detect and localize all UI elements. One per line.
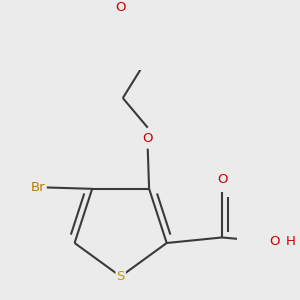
Text: H: H: [286, 235, 296, 248]
Text: O: O: [217, 173, 227, 186]
Text: O: O: [115, 1, 125, 14]
Text: O: O: [142, 132, 153, 145]
Text: S: S: [116, 270, 125, 283]
Text: Br: Br: [31, 181, 46, 194]
Text: O: O: [269, 235, 280, 248]
